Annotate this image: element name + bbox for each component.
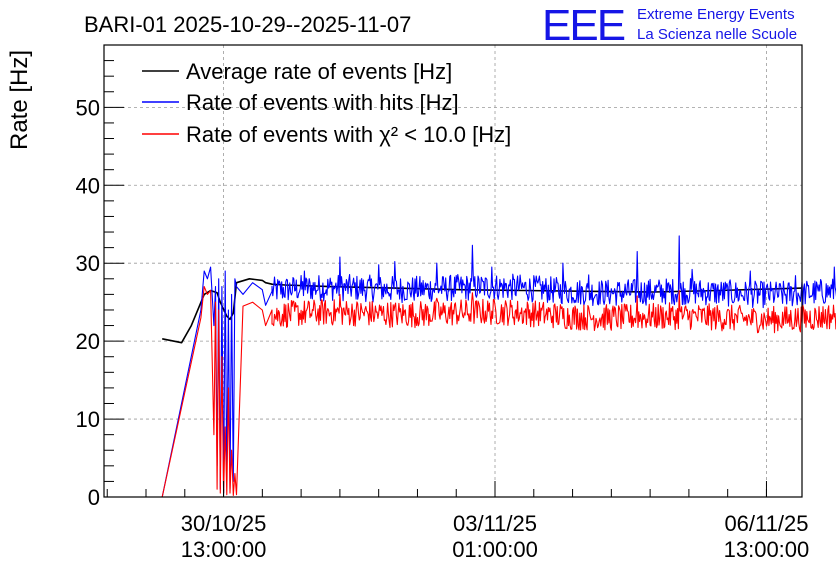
x-tick-label-time: 01:00:00 [452,537,538,562]
plot-frame [103,44,803,498]
eee-logo-line1: Extreme Energy Events [637,6,795,23]
x-tick-label-date: 06/11/25 [724,511,808,536]
y-tick-label: 10 [76,407,100,432]
legend-entry-chi2: Rate of events with χ² < 10.0 [Hz] [142,122,511,147]
eee-logo: EEE Extreme Energy Events La Scienza nel… [542,1,797,50]
legend-entry-average: Average rate of events [Hz] [142,59,452,84]
series-layer [161,235,836,498]
legend-label-average: Average rate of events [Hz] [186,59,452,84]
legend-label-chi2: Rate of events with χ² < 10.0 [Hz] [186,122,511,147]
y-tick-label: 30 [76,251,100,276]
y-tick-label: 20 [76,329,100,354]
y-axis-label: Rate [Hz] [6,50,33,150]
series-line-chi2 [161,286,836,498]
x-tick-labels: 30/10/2513:00:0003/11/2501:00:0006/11/25… [181,511,810,562]
chart-title: BARI-01 2025-10-29--2025-11-07 [84,12,411,37]
x-tick-label-date: 03/11/25 [453,511,537,536]
axis-ticks [104,60,767,498]
eee-logo-mark: EEE [542,1,625,50]
series-line-hits [161,235,836,498]
legend: Average rate of events [Hz] Rate of even… [142,59,511,147]
y-tick-label: 50 [76,95,100,120]
eee-logo-line2: La Scienza nelle Scuole [637,26,797,43]
y-tick-label: 0 [88,485,100,510]
y-tick-label: 40 [76,173,100,198]
x-tick-label-time: 13:00:00 [181,537,267,562]
legend-entry-hits: Rate of events with hits [Hz] [142,90,459,115]
y-tick-labels: 0 10 20 30 40 50 [76,95,100,510]
legend-label-hits: Rate of events with hits [Hz] [186,90,459,115]
x-tick-label-time: 13:00:00 [724,537,810,562]
x-tick-label-date: 30/10/25 [181,511,267,536]
